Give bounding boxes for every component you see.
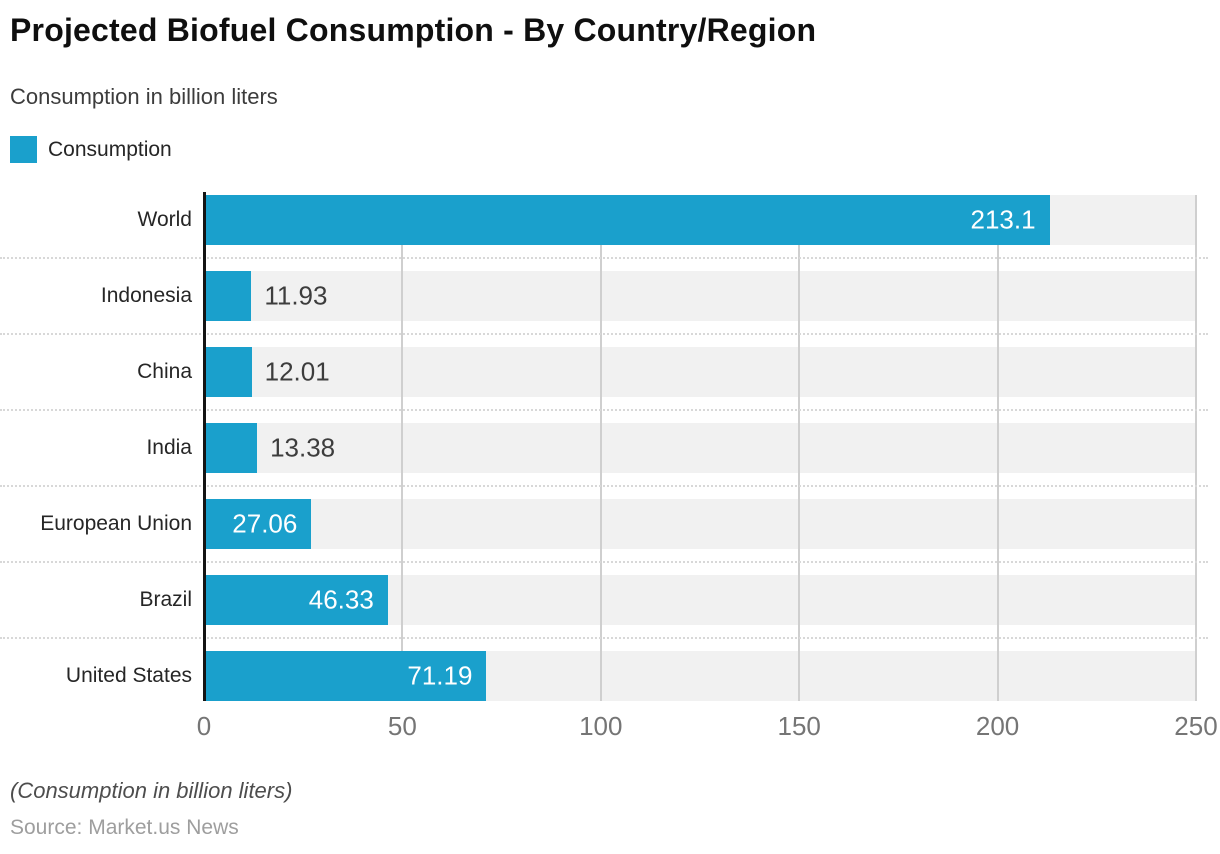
- bar-value-label: 11.93: [264, 280, 328, 311]
- bar-track: 13.38: [204, 423, 1196, 473]
- bar-track: 46.33: [204, 575, 1196, 625]
- row-separator: [0, 485, 1208, 487]
- bar[interactable]: 71.19: [204, 651, 487, 701]
- bar[interactable]: 46.33: [204, 575, 388, 625]
- chart-row: European Union 27.06: [0, 499, 1220, 549]
- x-tick-label: 0: [196, 711, 212, 741]
- legend-item-consumption[interactable]: Consumption: [10, 136, 172, 163]
- y-axis-line: [203, 192, 206, 701]
- category-label: India: [146, 436, 192, 459]
- gridline: [599, 195, 602, 701]
- bar-chart-plot-area: World 213.1 Indonesia 11.93 China 12.01 …: [0, 192, 1220, 765]
- legend-swatch-icon: [10, 136, 37, 163]
- chart-row: India 13.38: [0, 423, 1220, 473]
- bar-track: 11.93: [204, 271, 1196, 321]
- x-tick-label: 100: [579, 711, 623, 741]
- bar[interactable]: 13.38: [204, 423, 335, 473]
- bar-track: 27.06: [204, 499, 1196, 549]
- bar-track: 12.01: [204, 347, 1196, 397]
- chart-row: China 12.01: [0, 347, 1220, 397]
- x-tick-label: 250: [1174, 711, 1218, 741]
- bar[interactable]: 12.01: [204, 347, 330, 397]
- category-label: China: [137, 360, 192, 383]
- chart-title: Projected Biofuel Consumption - By Count…: [10, 12, 817, 48]
- gridline: [401, 195, 404, 701]
- source-credit: Source: Market.us News: [10, 816, 239, 839]
- category-label: Brazil: [139, 588, 192, 611]
- bar-track: 213.1: [204, 195, 1196, 245]
- bar-value-label: 27.06: [232, 508, 298, 539]
- chart-row: World 213.1: [0, 195, 1220, 245]
- chart-subtitle: Consumption in billion liters: [10, 84, 278, 109]
- x-tick-label: 150: [777, 711, 821, 741]
- bar-value-label: 13.38: [270, 432, 336, 463]
- row-separator: [0, 561, 1208, 563]
- gridline: [798, 195, 801, 701]
- bar[interactable]: 11.93: [204, 271, 327, 321]
- row-separator: [0, 333, 1208, 335]
- x-tick-label: 50: [387, 711, 417, 741]
- row-separator: [0, 409, 1208, 411]
- category-label: World: [137, 208, 192, 231]
- bar[interactable]: 27.06: [204, 499, 312, 549]
- x-tick-label: 200: [975, 711, 1020, 741]
- bar-track: 71.19: [204, 651, 1196, 701]
- bar-value-label: 213.1: [970, 204, 1036, 235]
- legend-label: Consumption: [48, 137, 172, 161]
- chart-row: Brazil 46.33: [0, 575, 1220, 625]
- bar-value-label: 12.01: [264, 356, 330, 387]
- gridline: [996, 195, 999, 701]
- chart-row: United States 71.19: [0, 651, 1220, 701]
- row-separator: [0, 257, 1208, 259]
- gridline: [1195, 195, 1197, 701]
- bar-value-label: 46.33: [308, 584, 374, 615]
- category-label: United States: [65, 664, 192, 687]
- bar-value-label: 71.19: [407, 660, 473, 691]
- bar[interactable]: 213.1: [204, 195, 1050, 245]
- chart-row: Indonesia 11.93: [0, 271, 1220, 321]
- axis-units-note: (Consumption in billion liters): [10, 778, 293, 803]
- category-label: Indonesia: [100, 284, 192, 307]
- row-separator: [0, 637, 1208, 639]
- category-label: European Union: [40, 512, 192, 535]
